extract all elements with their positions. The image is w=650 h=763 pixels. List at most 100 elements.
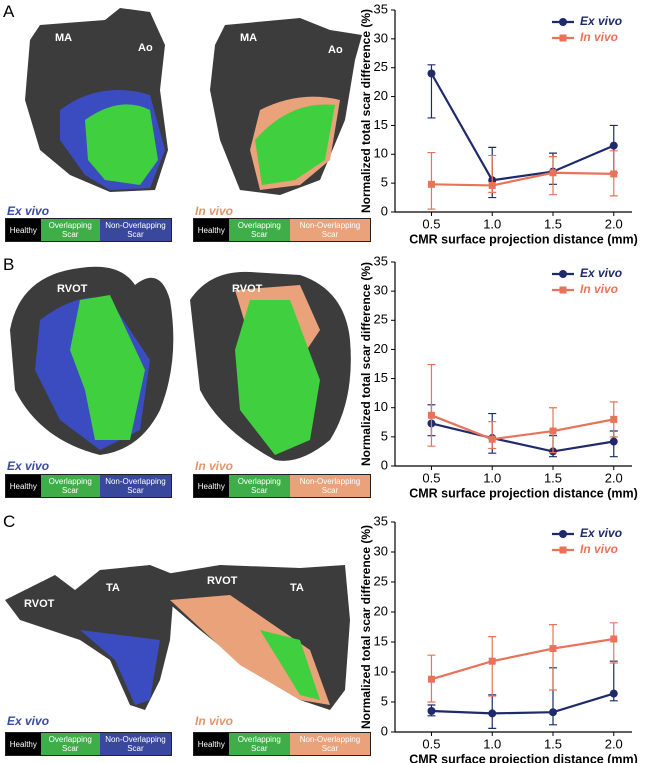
y-tick-label: 20 [374, 341, 388, 356]
x-axis-label: CMR surface projection distance (mm) [409, 486, 638, 500]
key-entry: Overlapping Scar [228, 219, 290, 241]
error-bar [609, 622, 618, 664]
x-tick-label: 1.0 [483, 470, 501, 485]
x-axis-label: CMR surface projection distance (mm) [409, 232, 638, 246]
series-line [431, 171, 614, 187]
y-tick-label: 0 [381, 203, 388, 218]
legend-label: Ex vivo [580, 14, 622, 28]
legend-marker [559, 270, 567, 278]
landmark-label: Ao [138, 42, 153, 54]
y-tick-label: 20 [374, 603, 388, 618]
y-tick-label: 10 [374, 146, 388, 161]
marker [488, 435, 496, 443]
marker [427, 411, 435, 419]
key-entry: Non-Overlapping Scar [99, 219, 171, 241]
landmark-label: Ao [328, 44, 343, 56]
y-tick-label: 10 [374, 399, 388, 414]
color-key: Healthy Overlapping Scar Non-Overlapping S… [193, 218, 371, 242]
scar-region [255, 104, 335, 185]
legend-marker [559, 546, 567, 554]
x-tick-label: 0.5 [422, 736, 440, 751]
panel-label: C [3, 512, 16, 531]
image-caption: Ex vivo [7, 714, 50, 728]
key-entry: Healthy [6, 475, 41, 497]
legend-label: In vivo [580, 542, 618, 556]
y-tick-label: 0 [381, 457, 388, 472]
image-caption: In vivo [195, 714, 234, 728]
scar-region [85, 104, 158, 185]
image-caption: Ex vivo [7, 204, 50, 218]
landmark-label: MA [55, 32, 73, 44]
key-entry: Non-Overlapping Scar [289, 733, 370, 755]
x-tick-label: 2.0 [605, 216, 623, 231]
color-key: Healthy Overlapping Scar Non-Overlapping S… [5, 474, 172, 498]
legend-marker [559, 34, 567, 42]
image-caption: Ex vivo [7, 459, 50, 473]
error-bar [427, 363, 436, 447]
marker [549, 708, 557, 717]
key-entry: Healthy [194, 475, 229, 497]
y-tick-label: 15 [374, 633, 388, 648]
key-entry: Healthy [6, 219, 41, 241]
marker [427, 707, 436, 715]
marker [549, 169, 557, 177]
landmark-label: RVOT [57, 283, 88, 295]
y-tick-label: 30 [374, 30, 388, 45]
marker [427, 675, 435, 683]
y-tick-label: 15 [374, 370, 388, 385]
scar-region [235, 300, 320, 455]
error-bar [549, 624, 557, 691]
color-key: Healthy Overlapping Scar Non-Overlapping S… [193, 732, 371, 756]
y-tick-label: 35 [374, 253, 388, 268]
image-caption: In vivo [195, 204, 234, 218]
x-tick-label: 2.0 [605, 736, 623, 751]
key-entry: Overlapping Scar [40, 219, 100, 241]
series-line [431, 422, 614, 453]
marker [610, 170, 618, 178]
y-tick-label: 30 [374, 283, 388, 298]
legend-label: Ex vivo [580, 266, 622, 280]
scar-region [70, 295, 145, 440]
marker [609, 689, 618, 698]
color-key: Healthy Overlapping Scar Non-Overlapping S… [5, 218, 172, 242]
scar-region [260, 630, 320, 700]
series-line [431, 414, 614, 441]
y-tick-label: 25 [374, 59, 388, 74]
legend-label: In vivo [580, 30, 618, 44]
key-entry: Non-Overlapping Scar [289, 475, 370, 497]
marker [488, 657, 496, 665]
x-tick-label: 1.0 [483, 736, 501, 751]
landmark-label: TA [290, 582, 304, 594]
marker [488, 709, 497, 718]
key-entry: Overlapping Scar [228, 733, 290, 755]
marker [609, 437, 618, 446]
series-line [430, 72, 615, 182]
landmark-label: RVOT [24, 598, 55, 610]
legend-marker [559, 530, 567, 538]
key-entry: Healthy [6, 733, 41, 755]
color-key: Healthy Overlapping Scar Non-Overlapping S… [193, 474, 371, 498]
panel-label: B [3, 255, 15, 274]
legend-label: In vivo [580, 282, 618, 296]
marker [488, 181, 496, 189]
x-tick-label: 0.5 [422, 470, 440, 485]
x-tick-label: 1.0 [483, 216, 501, 231]
y-tick-label: 5 [381, 428, 388, 443]
panel-label: A [3, 2, 15, 21]
marker [609, 141, 618, 150]
y-tick-label: 0 [381, 723, 388, 738]
y-axis-label: Normalized total scar difference (%) [359, 525, 373, 729]
x-tick-label: 0.5 [422, 216, 440, 231]
key-entry: Non-Overlapping Scar [99, 733, 171, 755]
legend-marker [559, 286, 567, 294]
key-entry: Non-Overlapping Scar [289, 219, 370, 241]
y-tick-label: 15 [374, 117, 388, 132]
landmark-label: RVOT [207, 575, 238, 587]
x-tick-label: 1.5 [544, 470, 562, 485]
marker [427, 180, 435, 188]
y-tick-label: 5 [381, 175, 388, 190]
key-entry: Healthy [194, 733, 229, 755]
marker [549, 645, 557, 653]
